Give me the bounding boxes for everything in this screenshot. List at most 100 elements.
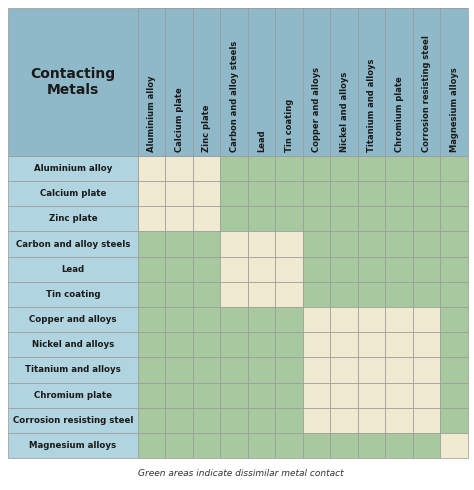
Bar bbox=[165, 282, 193, 307]
Bar bbox=[138, 357, 165, 383]
Bar bbox=[413, 181, 440, 206]
Bar bbox=[8, 383, 138, 408]
Bar bbox=[165, 433, 193, 458]
Text: Calcium plate: Calcium plate bbox=[175, 87, 184, 152]
Bar bbox=[385, 206, 413, 231]
Bar bbox=[248, 8, 275, 156]
Bar bbox=[358, 433, 385, 458]
Bar bbox=[330, 231, 358, 257]
Bar bbox=[413, 433, 440, 458]
Text: Corrosion resisting steel: Corrosion resisting steel bbox=[422, 35, 431, 152]
Bar bbox=[303, 408, 330, 433]
Bar bbox=[138, 257, 165, 282]
Bar bbox=[8, 307, 138, 332]
Bar bbox=[358, 206, 385, 231]
Bar bbox=[358, 231, 385, 257]
Bar bbox=[440, 408, 468, 433]
Text: Corrosion resisting steel: Corrosion resisting steel bbox=[13, 416, 133, 425]
Bar bbox=[220, 282, 248, 307]
Bar bbox=[165, 231, 193, 257]
Bar bbox=[330, 408, 358, 433]
Bar bbox=[8, 282, 138, 307]
Bar bbox=[440, 357, 468, 383]
Bar bbox=[330, 332, 358, 357]
Text: Tin coating: Tin coating bbox=[46, 290, 100, 299]
Bar bbox=[248, 307, 275, 332]
Bar bbox=[275, 282, 303, 307]
Bar bbox=[358, 332, 385, 357]
Bar bbox=[440, 257, 468, 282]
Bar bbox=[220, 408, 248, 433]
Bar bbox=[193, 408, 220, 433]
Bar bbox=[138, 181, 165, 206]
Bar bbox=[248, 332, 275, 357]
Bar bbox=[275, 383, 303, 408]
Bar bbox=[303, 156, 330, 181]
Bar bbox=[248, 231, 275, 257]
Bar bbox=[8, 231, 138, 257]
Bar bbox=[385, 332, 413, 357]
Bar bbox=[8, 206, 138, 231]
Bar bbox=[358, 8, 385, 156]
Text: Nickel and alloys: Nickel and alloys bbox=[340, 72, 349, 152]
Bar bbox=[330, 282, 358, 307]
Bar bbox=[275, 206, 303, 231]
Bar bbox=[193, 8, 220, 156]
Bar bbox=[220, 8, 248, 156]
Bar bbox=[330, 357, 358, 383]
Bar bbox=[330, 206, 358, 231]
Bar bbox=[275, 181, 303, 206]
Bar bbox=[303, 181, 330, 206]
Bar bbox=[8, 156, 138, 181]
Bar bbox=[303, 433, 330, 458]
Bar bbox=[8, 181, 138, 206]
Bar bbox=[385, 282, 413, 307]
Bar bbox=[440, 383, 468, 408]
Bar bbox=[138, 156, 165, 181]
Bar bbox=[440, 231, 468, 257]
Bar bbox=[303, 357, 330, 383]
Bar bbox=[330, 257, 358, 282]
Text: Calcium plate: Calcium plate bbox=[40, 189, 106, 198]
Text: Nickel and alloys: Nickel and alloys bbox=[32, 340, 114, 349]
Bar bbox=[165, 156, 193, 181]
Bar bbox=[248, 181, 275, 206]
Bar bbox=[413, 307, 440, 332]
Bar bbox=[330, 181, 358, 206]
Bar bbox=[220, 231, 248, 257]
Bar bbox=[8, 257, 138, 282]
Bar bbox=[165, 332, 193, 357]
Bar bbox=[303, 307, 330, 332]
Bar bbox=[440, 206, 468, 231]
Bar bbox=[193, 383, 220, 408]
Bar bbox=[8, 408, 138, 433]
Bar bbox=[440, 282, 468, 307]
Bar bbox=[193, 282, 220, 307]
Bar bbox=[330, 433, 358, 458]
Bar bbox=[303, 206, 330, 231]
Bar bbox=[275, 433, 303, 458]
Bar bbox=[385, 8, 413, 156]
Bar bbox=[413, 332, 440, 357]
Bar bbox=[248, 206, 275, 231]
Bar bbox=[275, 357, 303, 383]
Bar bbox=[303, 282, 330, 307]
Bar bbox=[413, 8, 440, 156]
Bar bbox=[330, 307, 358, 332]
Text: Titanium and alloys: Titanium and alloys bbox=[25, 366, 121, 374]
Bar bbox=[248, 282, 275, 307]
Bar bbox=[220, 332, 248, 357]
Bar bbox=[358, 282, 385, 307]
Text: Tin coating: Tin coating bbox=[285, 99, 294, 152]
Bar bbox=[165, 357, 193, 383]
Bar bbox=[165, 8, 193, 156]
Bar bbox=[220, 357, 248, 383]
Bar bbox=[303, 257, 330, 282]
Text: Magnesium alloys: Magnesium alloys bbox=[450, 67, 459, 152]
Bar bbox=[138, 231, 165, 257]
Bar bbox=[275, 307, 303, 332]
Text: Lead: Lead bbox=[257, 129, 266, 152]
Bar bbox=[193, 231, 220, 257]
Bar bbox=[193, 156, 220, 181]
Bar bbox=[8, 433, 138, 458]
